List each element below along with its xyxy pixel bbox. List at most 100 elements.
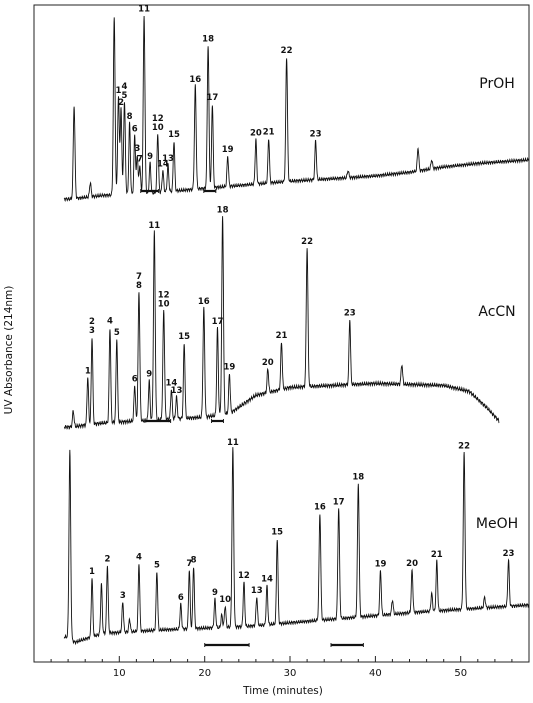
plot-frame xyxy=(33,4,530,663)
peak-label: 1 xyxy=(89,567,95,577)
peak-label-line: 16 xyxy=(189,75,201,85)
peak-label: 10 xyxy=(219,595,231,605)
peak-label-line: 21 xyxy=(263,128,275,138)
peak-label: 20 xyxy=(406,559,418,569)
peak-label: 5 xyxy=(154,560,160,570)
peak-label: 16 xyxy=(314,503,326,513)
series-label-proh: PrOH xyxy=(479,76,515,92)
peak-label-line: 20 xyxy=(406,559,418,569)
peak-label: 23 xyxy=(310,130,322,140)
peak-label: 16 xyxy=(198,297,210,307)
peak-label: 14 xyxy=(261,575,273,585)
peak-label: 19 xyxy=(375,560,387,570)
peak-label-line: 9 xyxy=(146,370,152,380)
peak-label-line: 19 xyxy=(223,363,235,373)
peak-label-line: 7 xyxy=(136,272,142,282)
peak-label-line: 12 xyxy=(158,291,170,301)
peak-label: 7 xyxy=(186,559,192,569)
peak-label: 19 xyxy=(223,363,235,373)
peak-label-line: 5 xyxy=(122,91,128,101)
peak-label: 18 xyxy=(352,473,364,483)
peak-label-line: 2 xyxy=(118,98,124,108)
peak-label: 17 xyxy=(212,317,224,327)
peak-label: 22 xyxy=(301,237,313,247)
peak-label-line: 14 xyxy=(261,575,273,585)
peak-label-line: 22 xyxy=(301,237,313,247)
peak-label-line: 10 xyxy=(152,123,164,133)
peak-label: 16 xyxy=(189,75,201,85)
x-tick-label: 30 xyxy=(284,668,297,679)
peak-label: 4 xyxy=(107,317,113,327)
peak-label: 20 xyxy=(250,129,262,139)
peak-label-line: 4 xyxy=(122,82,128,92)
peak-label-line: 12 xyxy=(152,114,164,124)
peak-label-line: 9 xyxy=(212,588,218,598)
peak-label-line: 11 xyxy=(138,5,150,15)
y-axis-label: UV Absorbance (214nm) xyxy=(3,286,15,415)
peak-label: 2 xyxy=(118,98,124,108)
peak-label-line: 7 xyxy=(186,559,192,569)
x-tick-label: 10 xyxy=(113,668,126,679)
peak-label-line: 21 xyxy=(431,550,443,560)
peak-label-line: 14 xyxy=(157,160,169,170)
peak-label-line: 17 xyxy=(333,497,345,507)
peak-label: 9 xyxy=(212,588,218,598)
peak-label-line: 18 xyxy=(217,205,229,215)
peak-label-line: 2 xyxy=(89,317,95,327)
peak-label-line: 23 xyxy=(344,308,356,318)
peak-label: 11 xyxy=(227,438,239,448)
peak-label: 11 xyxy=(138,5,150,15)
peak-label: 21 xyxy=(431,550,443,560)
peak-label: 23 xyxy=(503,549,515,559)
peak-label-line: 22 xyxy=(458,442,470,452)
x-axis-label: Time (minutes) xyxy=(242,685,323,697)
peak-label: 1 xyxy=(85,366,91,376)
peak-label: 23 xyxy=(344,308,356,318)
peak-label-line: 3 xyxy=(89,326,95,336)
peak-label: 6 xyxy=(132,375,138,385)
peak-label: 11 xyxy=(148,221,160,231)
peak-label: 6 xyxy=(178,593,184,603)
peak-label: 3 xyxy=(134,144,140,154)
peak-label: 15 xyxy=(271,527,283,537)
peak-label: 6 xyxy=(132,124,138,134)
peak-label: 8 xyxy=(127,112,133,122)
peak-label: 5 xyxy=(114,328,120,338)
peak-label: 19 xyxy=(222,145,234,155)
peak-label-line: 1 xyxy=(116,86,122,96)
peak-label-line: 3 xyxy=(120,591,126,601)
peak-label-line: 5 xyxy=(154,560,160,570)
peak-label-line: 8 xyxy=(191,555,197,565)
peak-label: 12 10 xyxy=(158,291,170,310)
peak-label-line: 8 xyxy=(136,281,142,291)
peak-label-line: 21 xyxy=(276,331,288,341)
peak-label: 14 xyxy=(165,378,177,388)
peak-label: 14 xyxy=(157,160,169,170)
peak-label: 4 xyxy=(136,553,142,563)
peak-label-line: 14 xyxy=(165,378,177,388)
x-tick-label: 20 xyxy=(198,668,211,679)
peak-label-line: 11 xyxy=(148,221,160,231)
peak-label-line: 19 xyxy=(222,145,234,155)
peak-label: 22 xyxy=(281,46,293,56)
peak-label: 12 10 xyxy=(152,114,164,133)
peak-label-line: 6 xyxy=(132,124,138,134)
trace-meoh xyxy=(63,447,530,646)
peak-label-line: 16 xyxy=(314,503,326,513)
peak-label-line: 20 xyxy=(250,129,262,139)
peak-label: 13 xyxy=(162,154,174,164)
peak-label: 9 xyxy=(147,152,153,162)
peak-label-line: 8 xyxy=(127,112,133,122)
peak-label-line: 16 xyxy=(198,297,210,307)
peak-label: 13 xyxy=(251,586,263,596)
peak-label-line: 23 xyxy=(310,130,322,140)
peak-label-line: 13 xyxy=(171,386,183,396)
peak-label-line: 5 xyxy=(114,328,120,338)
peak-label-line: 6 xyxy=(178,593,184,603)
